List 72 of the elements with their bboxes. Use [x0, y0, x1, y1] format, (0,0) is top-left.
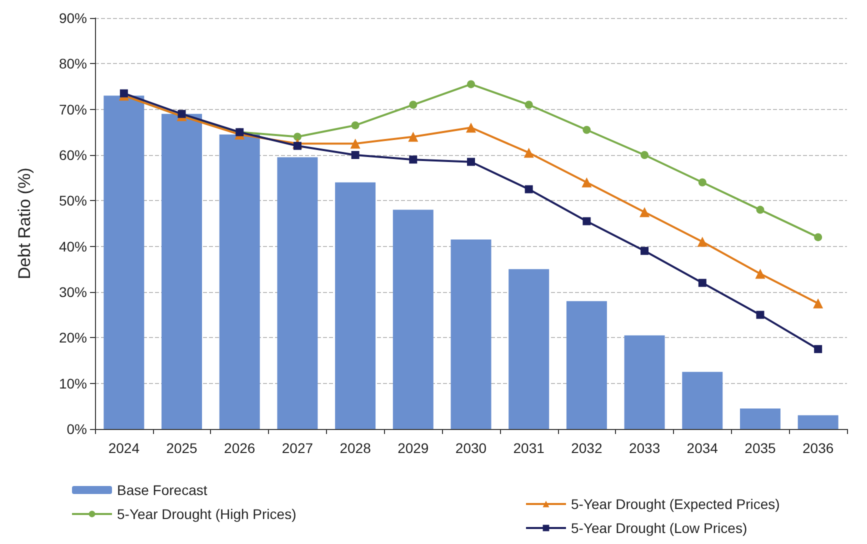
point — [640, 246, 649, 255]
x-tick-label: 2034 — [686, 440, 718, 456]
point — [524, 148, 534, 158]
x-tick-label: 2035 — [744, 440, 776, 456]
point — [466, 122, 476, 133]
y-axis-title: Debt Ratio (%) — [15, 168, 34, 280]
point — [698, 178, 706, 186]
x-tick-label: 2027 — [282, 440, 314, 456]
bar — [104, 96, 144, 429]
y-tick-label: 90% — [58, 10, 87, 26]
point — [640, 207, 650, 218]
point — [698, 278, 706, 287]
bar — [624, 335, 665, 429]
point — [467, 158, 475, 166]
bar — [682, 372, 723, 429]
bar — [162, 114, 202, 429]
point — [640, 151, 649, 159]
point — [524, 100, 533, 109]
legend-label: 5-Year Drought (High Prices) — [117, 506, 296, 522]
x-tick-label: 2024 — [108, 440, 140, 456]
point — [756, 310, 764, 319]
bar — [566, 301, 607, 429]
y-tick-label: 10% — [58, 375, 87, 392]
x-tick-label: 2032 — [571, 440, 602, 456]
bar — [508, 269, 550, 429]
point — [409, 100, 418, 109]
y-tick-label: 60% — [58, 147, 87, 163]
bar — [740, 408, 780, 429]
point — [293, 142, 302, 150]
x-tick-label: 2026 — [224, 440, 256, 456]
point — [524, 185, 533, 194]
x-tick-label: 2033 — [628, 440, 660, 456]
point — [582, 217, 591, 226]
legend-label: 5-Year Drought (Expected Prices) — [571, 496, 780, 512]
point — [582, 126, 591, 134]
point — [582, 177, 592, 188]
x-tick-label: 2029 — [398, 440, 429, 456]
point — [814, 345, 822, 354]
bar — [335, 182, 376, 429]
bar — [219, 134, 260, 429]
point — [351, 121, 360, 130]
legend-label: Base Forecast — [117, 482, 208, 498]
point — [756, 206, 764, 214]
point — [409, 156, 418, 164]
y-tick-label: 0% — [66, 421, 87, 437]
point — [697, 236, 708, 247]
point — [120, 89, 128, 98]
point — [178, 110, 186, 118]
point — [755, 268, 766, 279]
x-tick-label: 2036 — [802, 440, 834, 456]
point — [293, 132, 302, 141]
y-tick-label: 50% — [58, 192, 87, 209]
bar — [798, 415, 838, 429]
legend-label: 5-Year Drought (Low Prices) — [571, 520, 748, 536]
point — [813, 298, 824, 308]
point — [408, 132, 418, 142]
y-tick-label: 30% — [58, 284, 87, 300]
x-tick-label: 2028 — [340, 440, 372, 456]
bar — [392, 210, 434, 429]
bar — [450, 239, 492, 429]
x-tick-label: 2030 — [455, 440, 487, 456]
point — [467, 80, 475, 88]
point — [350, 138, 360, 149]
y-tick-label: 80% — [58, 56, 87, 72]
bar — [277, 157, 318, 429]
x-tick-label: 2031 — [513, 440, 545, 456]
point — [351, 151, 360, 159]
point — [814, 233, 822, 242]
y-tick-label: 70% — [58, 101, 87, 118]
x-tick-label: 2025 — [166, 440, 198, 456]
y-tick-label: 20% — [58, 330, 87, 346]
y-tick-label: 40% — [58, 238, 87, 254]
